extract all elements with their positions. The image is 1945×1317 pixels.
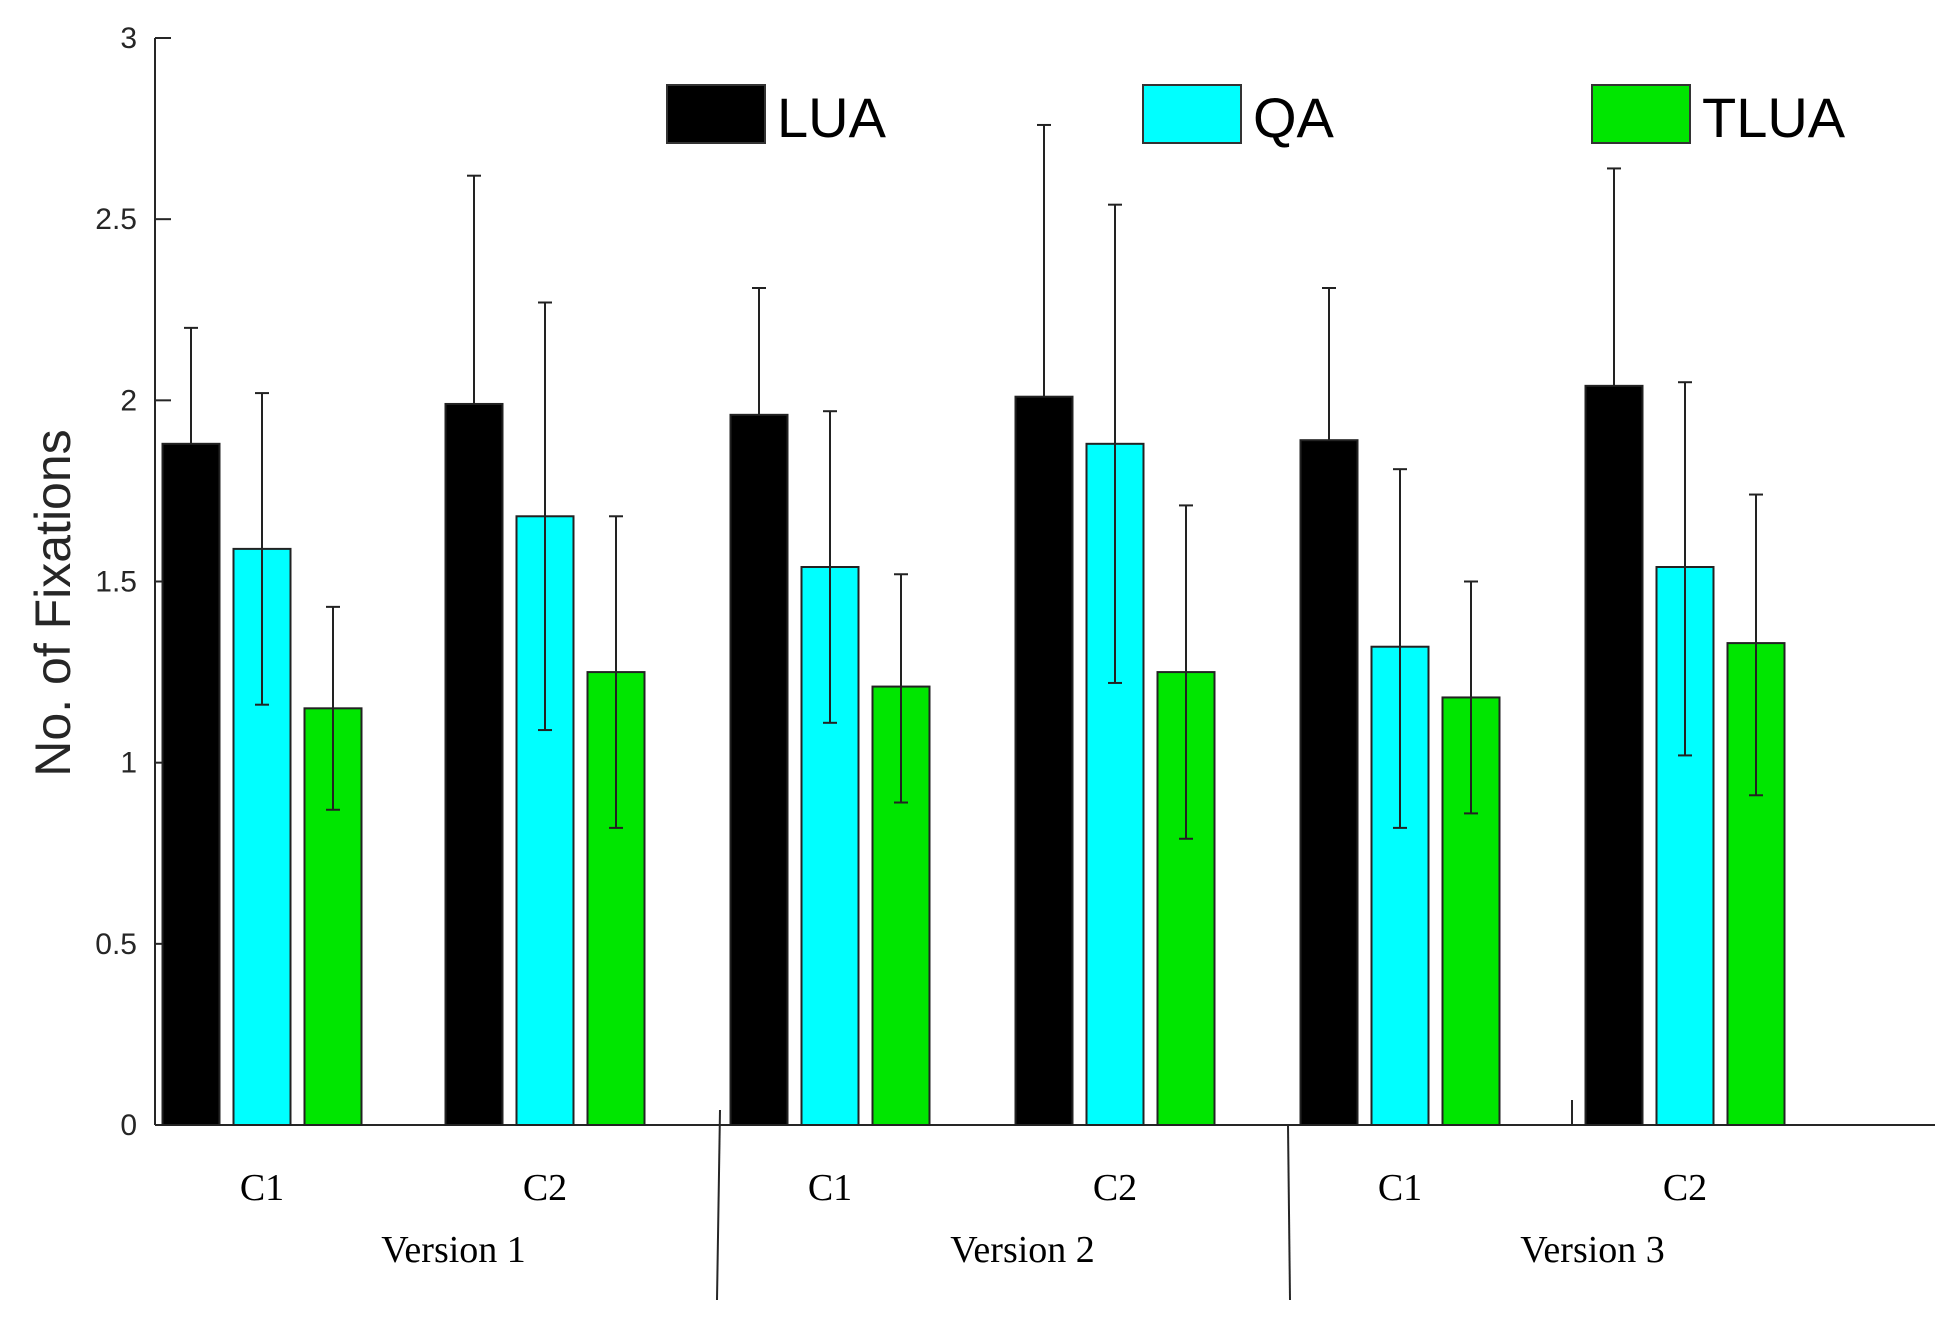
legend-swatch-lua xyxy=(666,84,766,144)
category-label: C1 xyxy=(240,1167,284,1209)
y-tick-label: 3 xyxy=(120,22,137,55)
bar-lua xyxy=(161,442,221,1126)
category-label: C1 xyxy=(1378,1167,1422,1209)
group-separator xyxy=(716,1109,721,1301)
bar-lua xyxy=(729,413,789,1126)
y-axis-label: No. of Fixations xyxy=(25,429,81,776)
y-tick-label: 2.5 xyxy=(95,203,137,236)
category-label: C2 xyxy=(1093,1167,1137,1209)
y-tick-label: 1.5 xyxy=(95,566,137,599)
bar-lua xyxy=(444,402,504,1126)
bar-lua xyxy=(1299,439,1359,1126)
group-label: Version 1 xyxy=(381,1229,526,1271)
legend-label-tlua: TLUA xyxy=(1702,86,1846,149)
legend: LUA QA TLUA xyxy=(666,84,1846,149)
bar-lua xyxy=(1014,395,1074,1126)
group-label: Version 3 xyxy=(1520,1229,1665,1271)
group-separator xyxy=(1287,1124,1291,1301)
y-tick-label: 1 xyxy=(120,747,137,780)
bar-lua xyxy=(1584,384,1644,1126)
legend-label-qa: QA xyxy=(1253,86,1335,149)
category-label: C1 xyxy=(808,1167,852,1209)
legend-label-lua: LUA xyxy=(777,86,887,149)
category-label: C2 xyxy=(523,1167,567,1209)
y-tick-label: 0.5 xyxy=(95,928,137,961)
group-label: Version 2 xyxy=(950,1229,1095,1271)
category-label: C2 xyxy=(1663,1167,1707,1209)
bars xyxy=(161,123,1786,1126)
y-tick-label: 2 xyxy=(120,384,137,417)
legend-swatch-qa xyxy=(1142,84,1242,144)
y-tick-label: 0 xyxy=(120,1109,137,1142)
legend-swatch-tlua xyxy=(1591,84,1691,144)
axes: 0 0.5 1 1.5 2 2.5 3 C1 C2 C1 C2 C1 C2 Version 1 Versio… xyxy=(95,22,1935,1301)
